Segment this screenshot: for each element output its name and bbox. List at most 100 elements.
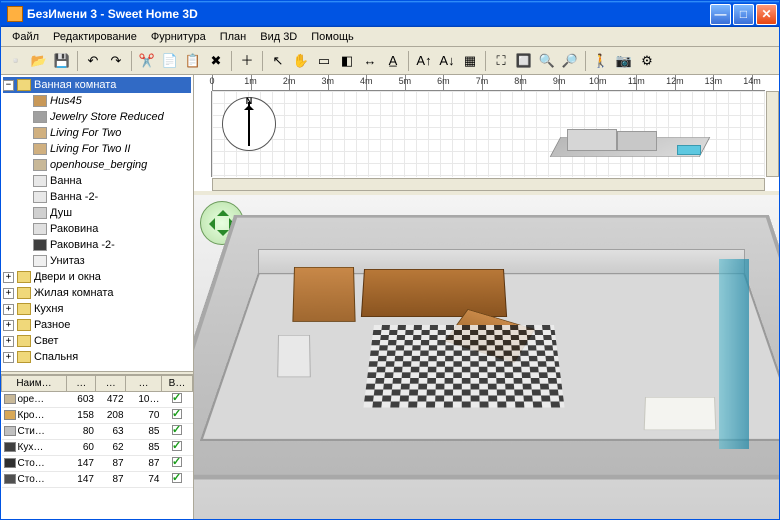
bg-image-button[interactable]: ▦ <box>459 50 481 72</box>
copy-button[interactable]: 📄 <box>159 50 181 72</box>
tree-category[interactable]: +Жилая комната <box>3 285 191 301</box>
tree-category[interactable]: +Кухня <box>3 301 191 317</box>
plan-canvas[interactable] <box>212 91 765 177</box>
zoom-fit-icon: ⛶ <box>496 54 505 67</box>
text-dec-button[interactable]: A↓ <box>436 50 458 72</box>
furniture-table[interactable]: Наим…………В… ope…60347210…Кро…15820870Сти…… <box>1 375 193 519</box>
tree-item[interactable]: Jewelry Store Reduced <box>19 109 191 125</box>
photo-button[interactable]: 📷 <box>613 50 635 72</box>
dimension-tool[interactable]: ↔ <box>359 50 381 72</box>
tree-item-label: Living For Two <box>50 127 121 139</box>
cell-visible[interactable] <box>161 408 192 424</box>
menu-file[interactable]: Файл <box>5 29 46 45</box>
table-row[interactable]: ope…60347210… <box>2 392 193 408</box>
expand-icon[interactable]: + <box>3 288 14 299</box>
expand-icon[interactable]: + <box>3 304 14 315</box>
plan-v-scrollbar[interactable] <box>766 91 779 177</box>
table-row[interactable]: Кух…606285 <box>2 440 193 456</box>
tree-item[interactable]: Раковина <box>19 221 191 237</box>
table-column-header[interactable]: В… <box>161 376 192 392</box>
tree-category[interactable]: +Двери и окна <box>3 269 191 285</box>
table-row[interactable]: Кро…15820870 <box>2 408 193 424</box>
cell-visible[interactable] <box>161 392 192 408</box>
table-column-header[interactable]: … <box>66 376 96 392</box>
add-furniture-button[interactable]: ＋ <box>236 50 258 72</box>
cell-visible[interactable] <box>161 440 192 456</box>
plan-view[interactable]: 01m2m3m4m5m6m7m8m9m10m11m12m13m14m <box>194 75 779 195</box>
tree-item[interactable]: Living For Two II <box>19 141 191 157</box>
3d-view[interactable] <box>194 195 779 519</box>
maximize-button[interactable]: □ <box>733 4 754 25</box>
virtual-visit-button[interactable]: 🚶 <box>590 50 612 72</box>
expand-icon[interactable]: + <box>3 320 14 331</box>
tree-category[interactable]: +Разное <box>3 317 191 333</box>
cut-button[interactable]: ✂️ <box>136 50 158 72</box>
tree-item[interactable]: Living For Two <box>19 125 191 141</box>
tree-category[interactable]: +Спальня <box>3 349 191 365</box>
zoom-area-button[interactable]: 🔲 <box>513 50 535 72</box>
cell-visible[interactable] <box>161 424 192 440</box>
expand-icon[interactable]: + <box>3 272 14 283</box>
close-button[interactable]: ✕ <box>756 4 777 25</box>
zoom-in-button[interactable]: 🔍 <box>536 50 558 72</box>
cell-name: Сто… <box>2 456 67 472</box>
paste-button[interactable]: 📋 <box>182 50 204 72</box>
table-row[interactable]: Сто…1478787 <box>2 456 193 472</box>
text-tool[interactable]: A̲ <box>382 50 404 72</box>
plan-h-scrollbar[interactable] <box>212 178 765 191</box>
preferences-button[interactable]: ⚙ <box>636 50 658 72</box>
collapse-icon[interactable]: − <box>3 80 14 91</box>
room-tool[interactable]: ◧ <box>336 50 358 72</box>
delete-button[interactable]: ✖ <box>205 50 227 72</box>
tree-item[interactable]: Раковина -2- <box>19 237 191 253</box>
table-column-header[interactable]: … <box>126 376 162 392</box>
tree-item[interactable]: Hus45 <box>19 93 191 109</box>
select-tool[interactable]: ↖ <box>267 50 289 72</box>
table-column-header[interactable]: Наим… <box>2 376 67 392</box>
tree-category[interactable]: +Свет <box>3 333 191 349</box>
tree-node-bathroom[interactable]: − Ванная комната <box>3 77 191 93</box>
checkbox-icon[interactable] <box>172 441 182 451</box>
menu-edit[interactable]: Редактирование <box>46 29 144 45</box>
pan-tool[interactable]: ✋ <box>290 50 312 72</box>
catalog-tree[interactable]: − Ванная комната Hus45Jewelry Store Redu… <box>1 75 193 371</box>
tree-item[interactable]: Ванна <box>19 173 191 189</box>
undo-button[interactable]: ↶ <box>82 50 104 72</box>
checkbox-icon[interactable] <box>172 425 182 435</box>
menu-3dview[interactable]: Вид 3D <box>253 29 304 45</box>
ruler-tick-label: 11m <box>628 76 645 86</box>
cell-visible[interactable] <box>161 456 192 472</box>
text-inc-button[interactable]: A↑ <box>413 50 435 72</box>
zoom-fit-button[interactable]: ⛶ <box>490 50 512 72</box>
open-button[interactable]: 📂 <box>28 50 50 72</box>
tree-item[interactable]: openhouse_berging <box>19 157 191 173</box>
arrow-left-icon[interactable] <box>203 218 215 230</box>
titlebar[interactable]: БезИмени 3 - Sweet Home 3D — □ ✕ <box>1 1 779 27</box>
expand-icon[interactable]: + <box>3 336 14 347</box>
table-row[interactable]: Сти…806385 <box>2 424 193 440</box>
save-button[interactable]: 💾 <box>51 50 73 72</box>
new-button[interactable]: ▫️ <box>5 50 27 72</box>
arrow-up-icon[interactable] <box>217 204 229 216</box>
cell-visible[interactable] <box>161 472 192 488</box>
tree-item[interactable]: Ванна -2- <box>19 189 191 205</box>
zoom-out-icon: 🔎 <box>562 54 578 67</box>
ruler-tick-label: 6m <box>437 76 450 86</box>
expand-icon[interactable]: + <box>3 352 14 363</box>
table-column-header[interactable]: … <box>96 376 126 392</box>
menu-plan[interactable]: План <box>213 29 254 45</box>
tree-item[interactable]: Унитаз <box>19 253 191 269</box>
wall-tool[interactable]: ▭ <box>313 50 335 72</box>
checkbox-icon[interactable] <box>172 457 182 467</box>
redo-button[interactable]: ↷ <box>105 50 127 72</box>
checkbox-icon[interactable] <box>172 409 182 419</box>
checkbox-icon[interactable] <box>172 473 182 483</box>
menu-help[interactable]: Помощь <box>304 29 361 45</box>
checkbox-icon[interactable] <box>172 393 182 403</box>
table-row[interactable]: Сто…1478774 <box>2 472 193 488</box>
minimize-button[interactable]: — <box>710 4 731 25</box>
compass-icon[interactable] <box>222 97 276 151</box>
tree-item[interactable]: Душ <box>19 205 191 221</box>
menu-furniture[interactable]: Фурнитура <box>144 29 213 45</box>
zoom-out-button[interactable]: 🔎 <box>559 50 581 72</box>
